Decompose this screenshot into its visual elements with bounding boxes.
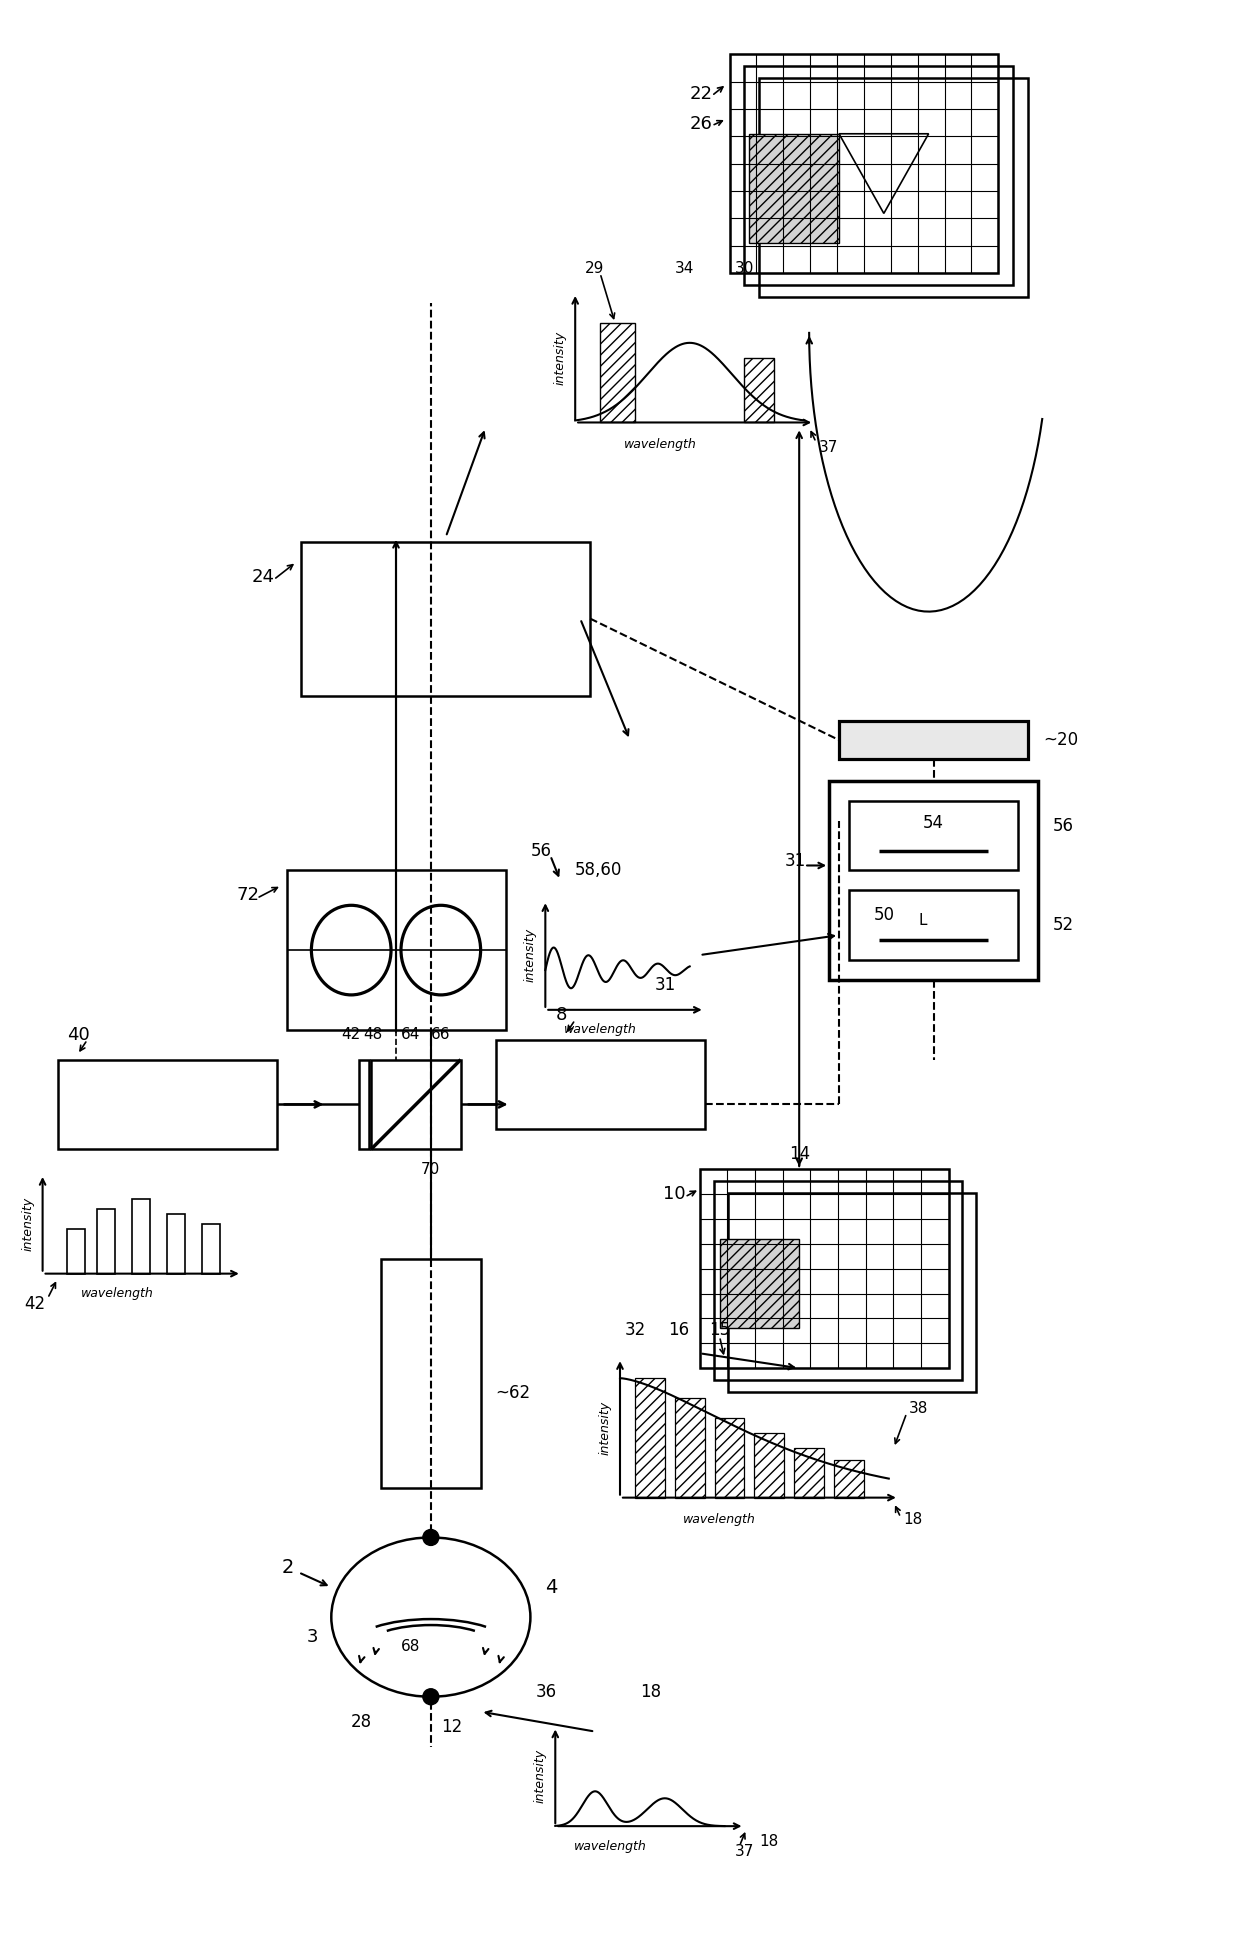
Bar	[381, 1258, 481, 1487]
Text: 56: 56	[531, 842, 552, 859]
Text: 54: 54	[923, 815, 944, 832]
Text: 56: 56	[1053, 816, 1074, 834]
Text: 42: 42	[25, 1295, 46, 1312]
Text: 30: 30	[734, 260, 754, 276]
Text: 24: 24	[252, 568, 274, 585]
Bar	[830, 781, 1038, 980]
Text: 12: 12	[440, 1718, 463, 1736]
Bar	[98, 1209, 115, 1273]
Bar	[301, 542, 590, 696]
Bar	[835, 1460, 864, 1497]
Text: intensity: intensity	[534, 1750, 547, 1804]
Text: wavelength: wavelength	[564, 1023, 636, 1036]
Text: 10: 10	[663, 1186, 686, 1203]
Bar	[729, 54, 998, 274]
Bar	[57, 1059, 277, 1149]
Bar	[713, 1182, 962, 1380]
Text: 18: 18	[759, 1833, 779, 1849]
Text: intensity: intensity	[525, 927, 537, 982]
Bar	[699, 1168, 949, 1369]
Text: 31: 31	[655, 976, 676, 993]
Bar	[496, 1040, 704, 1129]
Text: intensity: intensity	[599, 1402, 611, 1454]
Bar	[849, 801, 1018, 871]
Text: wavelength: wavelength	[81, 1287, 154, 1301]
Bar	[839, 721, 1028, 758]
Bar	[749, 134, 839, 243]
Bar	[744, 358, 774, 422]
Text: 58,60: 58,60	[575, 861, 622, 879]
Bar	[744, 66, 1013, 286]
Bar	[600, 323, 635, 422]
Circle shape	[423, 1530, 439, 1545]
Text: 31: 31	[784, 851, 806, 869]
Text: intensity: intensity	[21, 1198, 35, 1250]
Text: 37: 37	[734, 1843, 754, 1858]
Text: 40: 40	[67, 1026, 91, 1044]
Text: L: L	[919, 914, 928, 927]
Text: 70: 70	[420, 1163, 440, 1176]
Bar	[754, 1433, 784, 1497]
Bar	[167, 1213, 185, 1273]
Text: 26: 26	[689, 115, 713, 132]
Text: intensity: intensity	[554, 330, 567, 385]
Text: 2: 2	[281, 1557, 294, 1577]
Text: wavelength: wavelength	[624, 437, 696, 451]
Text: ~20: ~20	[1043, 731, 1079, 748]
Text: 18: 18	[904, 1512, 923, 1528]
Bar	[714, 1417, 744, 1497]
Bar	[728, 1194, 976, 1392]
Text: 32: 32	[625, 1322, 646, 1339]
Text: 22: 22	[689, 86, 713, 103]
Bar	[133, 1199, 150, 1273]
Text: 68: 68	[401, 1639, 420, 1654]
Text: 52: 52	[1053, 916, 1074, 935]
Bar	[202, 1225, 219, 1273]
Text: 37: 37	[820, 439, 838, 455]
Text: 4: 4	[546, 1579, 558, 1596]
Text: 64: 64	[401, 1026, 420, 1042]
Text: 48: 48	[363, 1026, 382, 1042]
Text: wavelength: wavelength	[683, 1512, 756, 1526]
Bar	[371, 1059, 461, 1149]
Text: 3: 3	[306, 1627, 317, 1647]
Text: 14: 14	[789, 1145, 811, 1163]
Bar	[286, 871, 506, 1030]
Bar	[759, 78, 1028, 297]
Text: 28: 28	[351, 1713, 372, 1730]
Text: 42: 42	[341, 1026, 361, 1042]
Text: 36: 36	[536, 1684, 557, 1701]
Bar	[635, 1378, 665, 1497]
Bar	[719, 1238, 800, 1328]
Text: wavelength: wavelength	[574, 1839, 646, 1853]
Text: 18: 18	[640, 1684, 661, 1701]
Text: 29: 29	[585, 260, 605, 276]
Circle shape	[423, 1689, 439, 1705]
Text: 16: 16	[668, 1322, 689, 1339]
Bar	[794, 1448, 825, 1497]
Text: 34: 34	[675, 260, 694, 276]
Text: ~62: ~62	[496, 1384, 531, 1402]
Text: 38: 38	[909, 1400, 928, 1415]
Bar	[67, 1229, 86, 1273]
Bar	[849, 890, 1018, 960]
Text: 15: 15	[709, 1322, 730, 1339]
Text: 50: 50	[874, 906, 895, 923]
Text: 72: 72	[237, 886, 259, 904]
Bar	[360, 1059, 370, 1149]
Text: 66: 66	[430, 1026, 450, 1042]
Text: 8: 8	[556, 1005, 567, 1024]
Bar	[675, 1398, 704, 1497]
